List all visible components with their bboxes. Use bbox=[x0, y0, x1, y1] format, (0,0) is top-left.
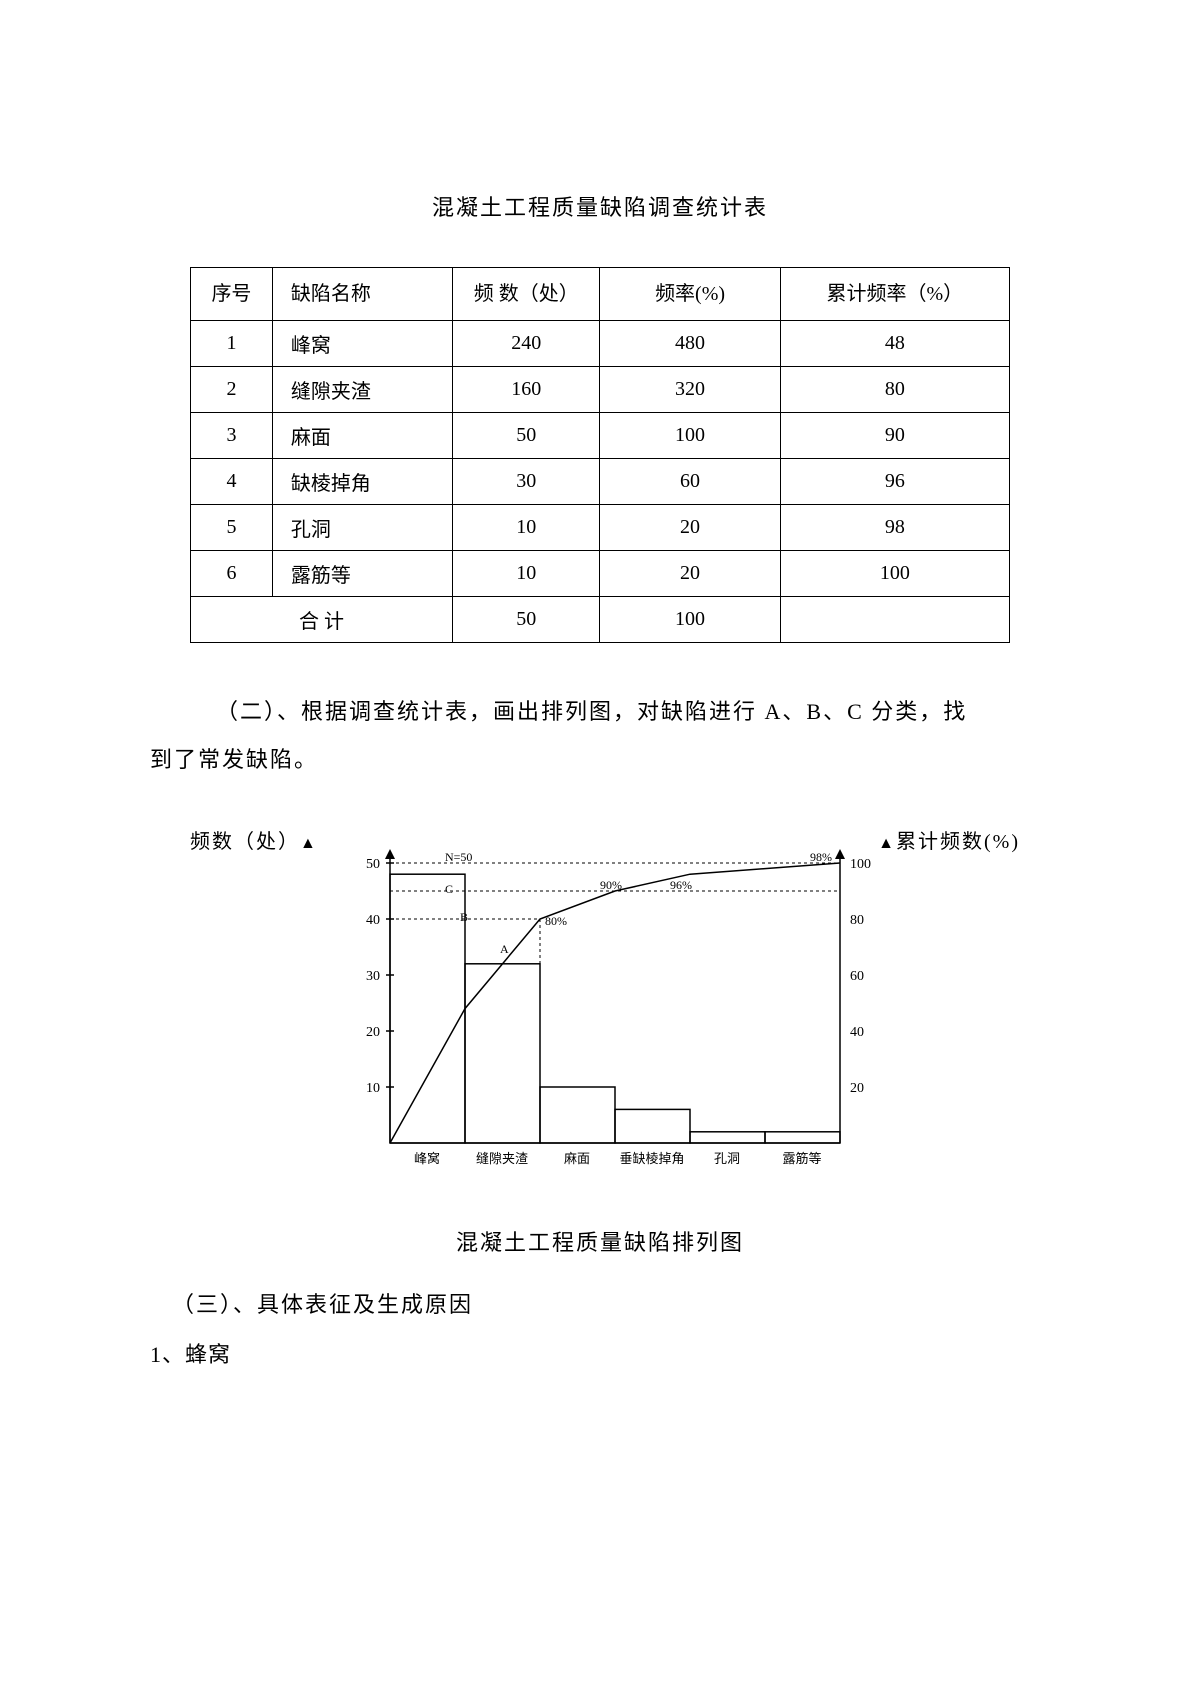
cell-cum: 90 bbox=[780, 413, 1009, 459]
cell-freq: 240 bbox=[453, 321, 600, 367]
table-sum-row: 合 计 50 100 bbox=[191, 597, 1010, 643]
svg-text:缝隙夹渣: 缝隙夹渣 bbox=[476, 1151, 528, 1166]
cell-rate: 60 bbox=[600, 459, 780, 505]
svg-text:80%: 80% bbox=[545, 914, 567, 928]
th-name: 缺陷名称 bbox=[272, 268, 452, 321]
th-freq: 频 数（处） bbox=[453, 268, 600, 321]
svg-text:峰窝: 峰窝 bbox=[414, 1151, 440, 1166]
cell-cum: 96 bbox=[780, 459, 1009, 505]
cell-freq: 160 bbox=[453, 367, 600, 413]
table-header-row: 序号 缺陷名称 频 数（处） 频率(%) 累计频率（%） bbox=[191, 268, 1010, 321]
svg-text:40: 40 bbox=[850, 1025, 864, 1040]
defect-table-wrapper: 序号 缺陷名称 频 数（处） 频率(%) 累计频率（%） 1 峰窝 240 48… bbox=[190, 267, 1010, 643]
cell-sum-label: 合 计 bbox=[191, 597, 453, 643]
cell-idx: 6 bbox=[191, 551, 273, 597]
cell-rate: 20 bbox=[600, 551, 780, 597]
cell-cum: 100 bbox=[780, 551, 1009, 597]
cell-cum: 98 bbox=[780, 505, 1009, 551]
svg-text:20: 20 bbox=[366, 1025, 380, 1040]
svg-text:80: 80 bbox=[850, 913, 864, 928]
cell-sum-cum bbox=[780, 597, 1009, 643]
item-1: 1、蜂窝 bbox=[150, 1337, 1050, 1369]
cell-sum-freq: 50 bbox=[453, 597, 600, 643]
cell-idx: 1 bbox=[191, 321, 273, 367]
cell-freq: 10 bbox=[453, 551, 600, 597]
section-3-heading: （三）、具体表征及生成原因 bbox=[150, 1287, 1050, 1319]
table-row: 4 缺棱掉角 30 60 96 bbox=[191, 459, 1010, 505]
cell-name: 麻面 bbox=[272, 413, 452, 459]
table-row: 6 露筋等 10 20 100 bbox=[191, 551, 1010, 597]
svg-text:10: 10 bbox=[366, 1081, 380, 1096]
th-cum: 累计频率（%） bbox=[780, 268, 1009, 321]
cell-idx: 5 bbox=[191, 505, 273, 551]
pareto-chart-region: 频数（处）▲ ▲累计频数(%) 10 20 30 40 50 20 40 60 … bbox=[150, 825, 1050, 1215]
pareto-chart-svg: 10 20 30 40 50 20 40 60 80 100 N=50 bbox=[350, 843, 890, 1203]
cell-sum-rate: 100 bbox=[600, 597, 780, 643]
cell-rate: 20 bbox=[600, 505, 780, 551]
svg-text:孔洞: 孔洞 bbox=[714, 1151, 740, 1166]
svg-text:A: A bbox=[500, 942, 509, 956]
th-rate: 频率(%) bbox=[600, 268, 780, 321]
paragraph-2: （二）、根据调查统计表，画出排列图，对缺陷进行 A、B、C 分类，找 到了常发缺… bbox=[150, 688, 1050, 785]
table-row: 3 麻面 50 100 90 bbox=[191, 413, 1010, 459]
svg-text:B: B bbox=[460, 910, 468, 924]
para2-line2: 到了常发缺陷。 bbox=[150, 736, 1050, 784]
svg-text:40: 40 bbox=[366, 913, 380, 928]
svg-text:30: 30 bbox=[366, 969, 380, 984]
th-index: 序号 bbox=[191, 268, 273, 321]
svg-text:60: 60 bbox=[850, 969, 864, 984]
table-row: 2 缝隙夹渣 160 320 80 bbox=[191, 367, 1010, 413]
svg-text:20: 20 bbox=[850, 1081, 864, 1096]
para2-line1: （二）、根据调查统计表，画出排列图，对缺陷进行 A、B、C 分类，找 bbox=[150, 688, 1050, 736]
cell-freq: 30 bbox=[453, 459, 600, 505]
svg-text:90%: 90% bbox=[600, 878, 622, 892]
cell-name: 缺棱掉角 bbox=[272, 459, 452, 505]
cell-name: 峰窝 bbox=[272, 321, 452, 367]
svg-text:98%: 98% bbox=[810, 850, 832, 864]
cell-idx: 4 bbox=[191, 459, 273, 505]
svg-text:C: C bbox=[445, 882, 453, 896]
chart-caption: 混凝土工程质量缺陷排列图 bbox=[150, 1225, 1050, 1257]
cell-name: 缝隙夹渣 bbox=[272, 367, 452, 413]
cell-name: 露筋等 bbox=[272, 551, 452, 597]
cell-idx: 2 bbox=[191, 367, 273, 413]
page-title: 混凝土工程质量缺陷调查统计表 bbox=[150, 190, 1050, 222]
svg-text:垂缺棱掉角: 垂缺棱掉角 bbox=[619, 1151, 684, 1166]
svg-text:N=50: N=50 bbox=[445, 850, 472, 864]
cell-idx: 3 bbox=[191, 413, 273, 459]
cell-rate: 320 bbox=[600, 367, 780, 413]
y-left-axis-label: 频数（处）▲ bbox=[190, 825, 318, 854]
svg-text:100: 100 bbox=[850, 857, 871, 872]
table-row: 5 孔洞 10 20 98 bbox=[191, 505, 1010, 551]
svg-text:50: 50 bbox=[366, 857, 380, 872]
cell-cum: 48 bbox=[780, 321, 1009, 367]
svg-text:露筋等: 露筋等 bbox=[782, 1151, 821, 1166]
svg-text:96%: 96% bbox=[670, 878, 692, 892]
cell-freq: 50 bbox=[453, 413, 600, 459]
defect-table: 序号 缺陷名称 频 数（处） 频率(%) 累计频率（%） 1 峰窝 240 48… bbox=[190, 267, 1010, 643]
cell-freq: 10 bbox=[453, 505, 600, 551]
cell-name: 孔洞 bbox=[272, 505, 452, 551]
cell-cum: 80 bbox=[780, 367, 1009, 413]
y-right-axis-label: ▲累计频数(%) bbox=[878, 825, 1020, 854]
cell-rate: 480 bbox=[600, 321, 780, 367]
svg-text:麻面: 麻面 bbox=[564, 1151, 590, 1166]
table-row: 1 峰窝 240 480 48 bbox=[191, 321, 1010, 367]
cell-rate: 100 bbox=[600, 413, 780, 459]
